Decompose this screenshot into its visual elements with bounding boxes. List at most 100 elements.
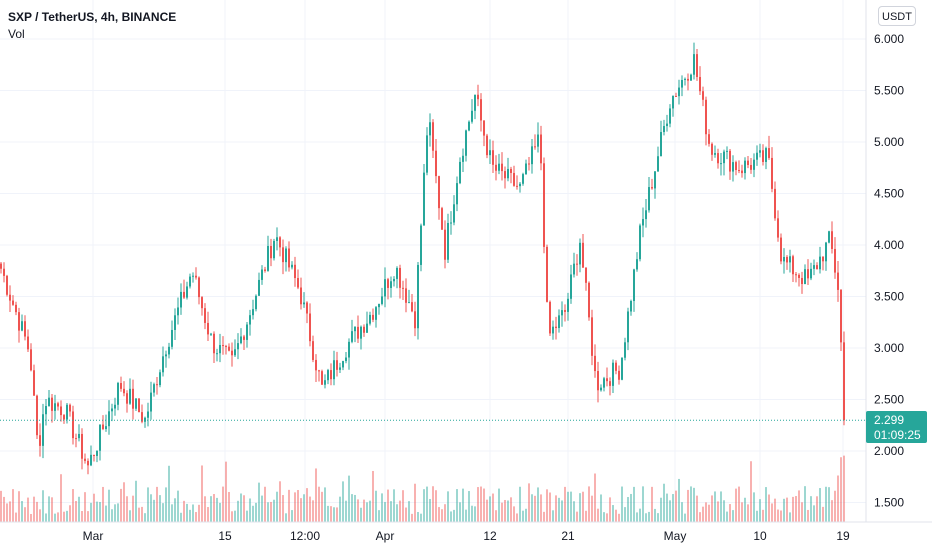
candle-body bbox=[678, 87, 680, 97]
volume-bar bbox=[630, 493, 632, 522]
volume-bar bbox=[561, 500, 563, 522]
volume-bar bbox=[363, 499, 365, 522]
volume-bar bbox=[270, 501, 272, 522]
volume-bar bbox=[402, 490, 404, 522]
volume-bar bbox=[0, 490, 2, 522]
volume-bar bbox=[309, 496, 311, 522]
candle-body bbox=[141, 412, 143, 422]
volume-bar bbox=[711, 495, 713, 522]
volume-bar bbox=[726, 511, 728, 522]
volume-bar bbox=[735, 488, 737, 522]
volume-bar bbox=[732, 510, 734, 522]
candle-body bbox=[681, 79, 683, 88]
candle-body bbox=[717, 153, 719, 164]
candle-body bbox=[546, 246, 548, 302]
volume-bar bbox=[207, 507, 209, 522]
candle-body bbox=[747, 160, 749, 165]
volume-bar bbox=[516, 513, 518, 522]
candle-body bbox=[396, 267, 398, 279]
candle-body bbox=[810, 268, 812, 279]
currency-badge[interactable]: USDT bbox=[878, 6, 916, 26]
candle-body bbox=[156, 384, 158, 386]
candle-body bbox=[630, 301, 632, 312]
candle-body bbox=[174, 315, 176, 330]
candle-body bbox=[261, 269, 263, 280]
candle-body bbox=[600, 387, 602, 391]
volume-bar bbox=[294, 492, 296, 522]
volume-bar bbox=[195, 512, 197, 522]
volume-bar bbox=[747, 504, 749, 522]
candle-body bbox=[627, 311, 629, 343]
volume-bar bbox=[690, 486, 692, 522]
volume-bar bbox=[603, 512, 605, 522]
candle-body bbox=[12, 300, 14, 305]
candle-body bbox=[195, 275, 197, 278]
candle-body bbox=[813, 265, 815, 269]
volume-bar bbox=[132, 495, 134, 522]
volume-bar bbox=[63, 511, 65, 522]
volume-bar bbox=[237, 500, 239, 522]
candle-body bbox=[762, 150, 764, 162]
candle-body bbox=[654, 171, 656, 189]
volume-bar bbox=[390, 501, 392, 522]
candle-body bbox=[432, 122, 434, 151]
volume-bar bbox=[618, 513, 620, 522]
candle-body bbox=[321, 371, 323, 385]
candle-body bbox=[294, 264, 296, 279]
volume-bar bbox=[648, 511, 650, 522]
candle-body bbox=[789, 256, 791, 263]
candle-body bbox=[618, 370, 620, 380]
volume-bar bbox=[753, 492, 755, 522]
price-axis-background[interactable] bbox=[866, 0, 932, 550]
candle-body bbox=[501, 163, 503, 172]
last-price-tag: 2.299 01:09:25 bbox=[866, 411, 927, 443]
candle-body bbox=[411, 302, 413, 312]
volume-bar bbox=[549, 492, 551, 522]
volume-bar bbox=[474, 506, 476, 522]
volume-bar bbox=[6, 503, 8, 522]
candle-body bbox=[732, 162, 734, 172]
volume-bar bbox=[336, 507, 338, 522]
symbol-title[interactable]: SXP / TetherUS, 4h, BINANCE bbox=[8, 10, 177, 24]
candle-body bbox=[633, 269, 635, 302]
volume-indicator-label[interactable]: Vol bbox=[8, 27, 25, 41]
volume-bar bbox=[609, 497, 611, 522]
candle-body bbox=[369, 314, 371, 324]
candle-body bbox=[792, 256, 794, 275]
volume-bar bbox=[129, 510, 131, 522]
candle-body bbox=[606, 378, 608, 382]
candle-body bbox=[795, 274, 797, 276]
volume-bar bbox=[570, 491, 572, 522]
volume-bar bbox=[453, 509, 455, 522]
volume-bar bbox=[240, 493, 242, 522]
candle-body bbox=[168, 346, 170, 355]
volume-bar bbox=[432, 486, 434, 522]
volume-bar bbox=[558, 497, 560, 522]
candle-body bbox=[228, 346, 230, 351]
candle-body bbox=[60, 406, 62, 416]
volume-bar bbox=[372, 470, 374, 522]
candle-body bbox=[132, 388, 134, 409]
candle-body bbox=[351, 331, 353, 342]
volume-bar bbox=[408, 501, 410, 522]
volume-bar bbox=[90, 502, 92, 522]
volume-bar bbox=[69, 505, 71, 522]
candle-body bbox=[108, 411, 110, 427]
volume-bar bbox=[117, 503, 119, 522]
volume-bar bbox=[651, 486, 653, 522]
candle-body bbox=[750, 164, 752, 170]
volume-bar bbox=[399, 500, 401, 522]
volume-bar bbox=[645, 513, 647, 522]
volume-bar bbox=[510, 497, 512, 522]
price-candles bbox=[0, 42, 845, 475]
candle-body bbox=[594, 355, 596, 372]
candle-body bbox=[246, 324, 248, 340]
volume-bar bbox=[108, 489, 110, 522]
candle-body bbox=[309, 313, 311, 342]
volume-bar bbox=[381, 493, 383, 522]
volume-bar bbox=[144, 513, 146, 522]
volume-bar bbox=[615, 509, 617, 522]
volume-bar bbox=[828, 487, 830, 522]
